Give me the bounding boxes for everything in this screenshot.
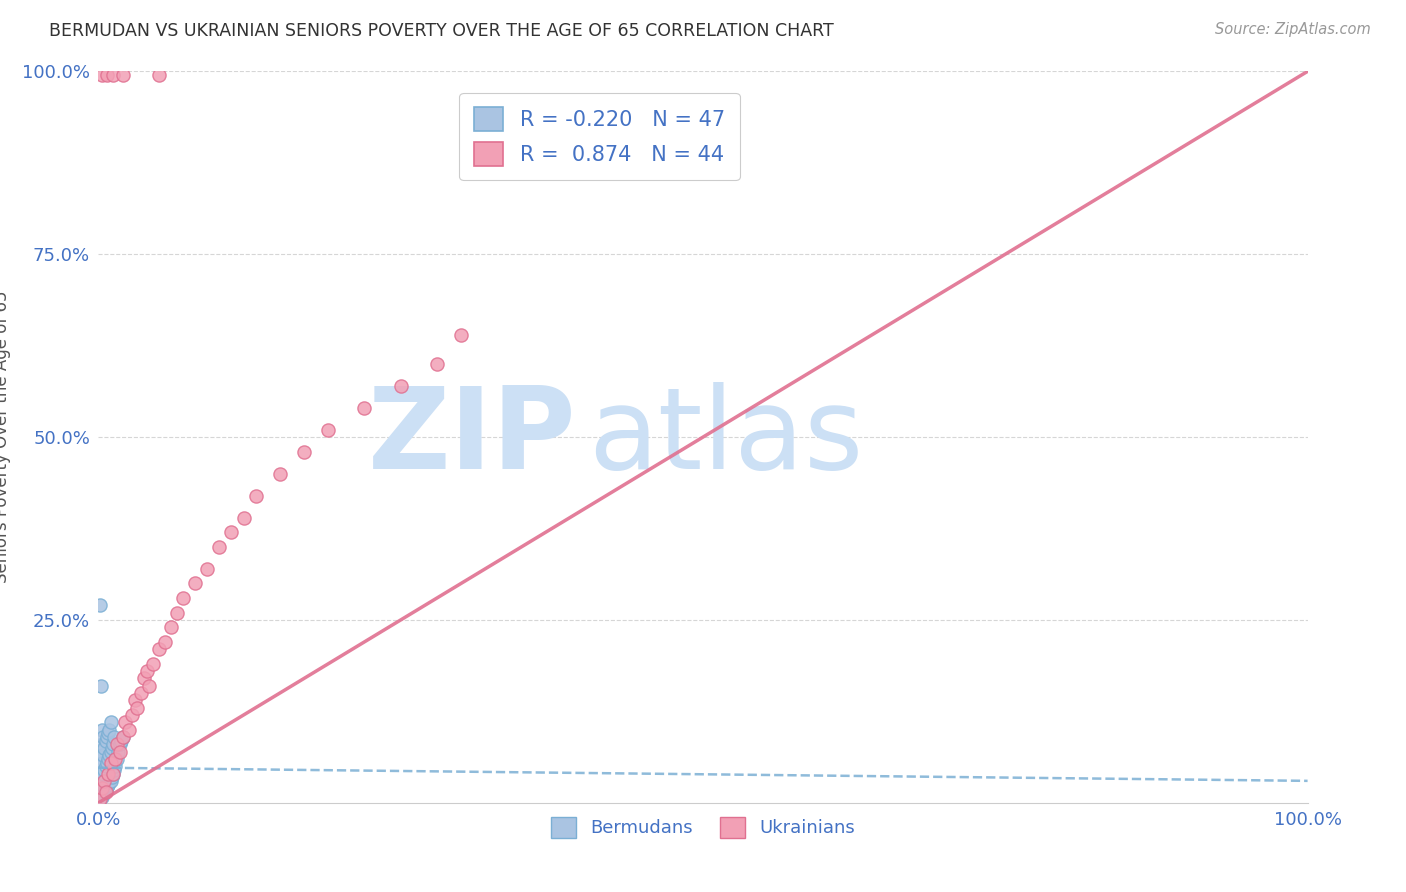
Point [153, 635, 176, 649]
Point [103, 730, 125, 744]
Point [138, 679, 160, 693]
Point [184, 576, 207, 591]
Point [121, 708, 143, 723]
Point [98, 723, 121, 737]
Point [111, 68, 134, 82]
Point [172, 591, 194, 605]
Point [89, 792, 111, 806]
Point [221, 525, 243, 540]
Point [90, 781, 112, 796]
Point [91, 68, 114, 82]
Point [105, 752, 128, 766]
Point [135, 664, 157, 678]
Point [94, 759, 117, 773]
Point [96, 730, 118, 744]
Point [91, 766, 114, 780]
Point [100, 740, 122, 755]
Point [100, 756, 122, 770]
Legend: Bermudans, Ukrainians: Bermudans, Ukrainians [543, 810, 863, 845]
Point [269, 467, 291, 481]
Point [103, 763, 125, 777]
Point [166, 606, 188, 620]
Point [148, 68, 170, 82]
Point [89, 773, 111, 788]
Point [111, 730, 134, 744]
Point [118, 723, 141, 737]
Point [134, 672, 156, 686]
Text: ZIP: ZIP [367, 382, 576, 492]
Point [93, 773, 115, 788]
Point [90, 679, 112, 693]
Point [90, 759, 112, 773]
Point [96, 780, 118, 794]
Point [208, 540, 231, 554]
Point [353, 401, 375, 415]
Point [91, 781, 114, 796]
Point [97, 726, 120, 740]
Point [100, 773, 122, 788]
Point [110, 733, 132, 747]
Point [100, 715, 122, 730]
Point [91, 787, 114, 801]
Point [104, 759, 127, 773]
Point [94, 782, 117, 797]
Point [124, 693, 146, 707]
Point [105, 737, 128, 751]
Point [98, 775, 121, 789]
Point [127, 700, 149, 714]
Point [100, 745, 122, 759]
Point [91, 748, 114, 763]
Point [91, 756, 114, 770]
Point [96, 756, 118, 770]
Point [91, 770, 114, 784]
Point [93, 763, 115, 777]
Point [90, 745, 112, 759]
Point [94, 785, 117, 799]
Text: Source: ZipAtlas.com: Source: ZipAtlas.com [1215, 22, 1371, 37]
Point [101, 737, 124, 751]
Point [232, 510, 254, 524]
Point [89, 599, 111, 613]
Point [94, 733, 117, 747]
Point [107, 745, 129, 759]
Text: atlas: atlas [588, 382, 863, 492]
Point [93, 785, 115, 799]
Point [104, 752, 127, 766]
Point [97, 766, 120, 780]
Point [91, 737, 114, 751]
Point [114, 715, 136, 730]
Point [96, 68, 118, 82]
Point [450, 327, 472, 342]
Point [97, 752, 120, 766]
Point [97, 778, 120, 792]
Point [389, 379, 412, 393]
Point [160, 620, 183, 634]
Point [98, 748, 121, 763]
Point [101, 68, 124, 82]
Point [426, 357, 449, 371]
Point [90, 789, 112, 803]
Point [91, 730, 114, 744]
Point [316, 423, 339, 437]
Point [100, 770, 122, 784]
Point [108, 745, 131, 759]
Point [129, 686, 152, 700]
Point [101, 766, 124, 780]
Point [93, 740, 115, 755]
Point [108, 737, 131, 751]
Point [89, 792, 111, 806]
Point [148, 642, 170, 657]
Point [195, 562, 218, 576]
Point [292, 444, 315, 458]
Y-axis label: Seniors Poverty Over the Age of 65: Seniors Poverty Over the Age of 65 [0, 291, 11, 583]
Point [91, 723, 114, 737]
Point [142, 657, 165, 671]
Point [245, 489, 267, 503]
Point [101, 766, 124, 780]
Text: BERMUDAN VS UKRAINIAN SENIORS POVERTY OVER THE AGE OF 65 CORRELATION CHART: BERMUDAN VS UKRAINIAN SENIORS POVERTY OV… [49, 22, 834, 40]
Point [111, 730, 134, 744]
Point [91, 789, 114, 804]
